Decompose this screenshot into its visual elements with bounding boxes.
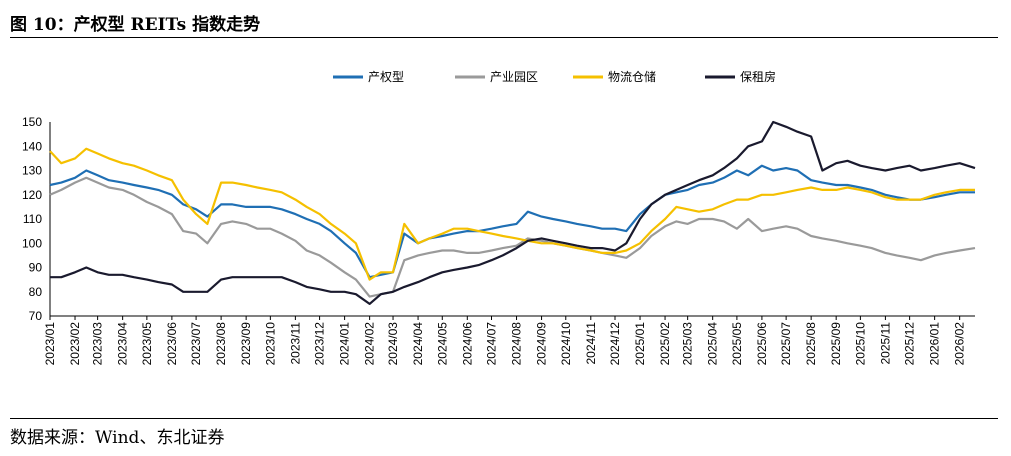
x-tick-label: 2025/07 [779,322,793,366]
x-tick-label: 2025/12 [903,322,917,366]
x-tick-label: 2025/06 [755,322,769,366]
series-line-4 [50,120,976,305]
x-tick-label: 2026/01 [928,322,942,366]
x-tick-label: 2024/07 [485,322,499,366]
x-tick-label: 2024/09 [535,322,549,366]
x-tick-label: 2023/02 [68,322,82,366]
x-tick-label: 2023/08 [214,322,228,366]
x-tick-label: 2025/10 [853,322,867,366]
x-tick-label: 2026/02 [953,322,967,366]
x-tick-label: 2025/02 [658,322,672,366]
y-axis: 70 80 90 100 110 120 130 140 150 [22,115,51,323]
legend-label: 产权型 [368,70,404,84]
x-tick-label: 2023/12 [313,322,327,366]
line-chart: 产权型 产业园区 物流仓储 保租房 708090100110120130140150 … [22,69,976,366]
legend-label: 物流仓储 [608,69,656,84]
x-axis: 2023/01 2023/02 2023/03 2023/04 2023/05 2023/… [43,315,975,366]
x-tick-label: 2024/11 [584,322,598,365]
legend-label: 产业园区 [490,70,538,84]
x-tick-label: 2023/07 [189,322,203,366]
legend-label: 保租房 [740,69,776,84]
x-tick-label: 2023/11 [288,322,302,365]
x-tick-label: 2025/11 [878,322,892,365]
series-line-3 [49,147,975,281]
x-tick-label: 2025/04 [706,322,720,366]
x-tick-label: 2023/09 [239,322,253,366]
x-tick-label: 2023/01 [43,322,57,366]
y-tick-label: 90 [29,261,43,275]
y-tick-label: 140 [22,139,42,153]
x-tick-label: 2023/05 [140,322,154,366]
x-tick-label: 2025/01 [633,322,647,366]
y-tick-label: 150 [22,115,42,129]
x-tick-label: 2025/03 [681,322,695,366]
y-tick-label: 130 [22,164,42,178]
x-tick-label: 2023/10 [263,322,277,366]
x-tick-label: 2024/08 [510,322,524,366]
series-lines [49,120,976,305]
x-tick-label: 2024/04 [411,322,425,366]
x-tick-label: 2024/12 [608,322,622,366]
x-tick-label: 2024/06 [460,322,474,366]
series-line-1 [49,164,975,279]
x-tick-label: 2024/02 [363,322,377,366]
figure-title: 图 10：产权型 REITs 指数走势 [10,15,261,35]
x-tick-label: 2024/10 [559,322,573,366]
x-tick-label: 2025/09 [829,322,843,366]
y-tick-label: 100 [22,236,42,250]
y-tick-label: 70 [29,309,43,323]
y-tick-label: 110 [23,212,42,226]
x-tick-label: 2023/03 [91,322,105,366]
data-source: 数据来源：Wind、东北证券 [10,428,225,448]
title-rule [10,37,998,38]
source-rule [10,418,998,419]
y-tick-label: 80 [29,285,43,299]
x-tick-label: 2023/04 [116,322,130,366]
series-line-2 [49,176,976,298]
y-tick-label: 120 [22,188,42,202]
chart-legend: 产权型 产业园区 物流仓储 保租房 [333,69,776,84]
x-tick-label: 2023/06 [165,322,179,366]
x-tick-label: 2025/05 [730,322,744,366]
x-tick-label: 2024/01 [338,322,352,366]
x-tick-label: 2024/05 [435,322,449,366]
x-tick-label: 2024/03 [386,322,400,366]
x-tick-label: 2025/08 [804,322,818,366]
